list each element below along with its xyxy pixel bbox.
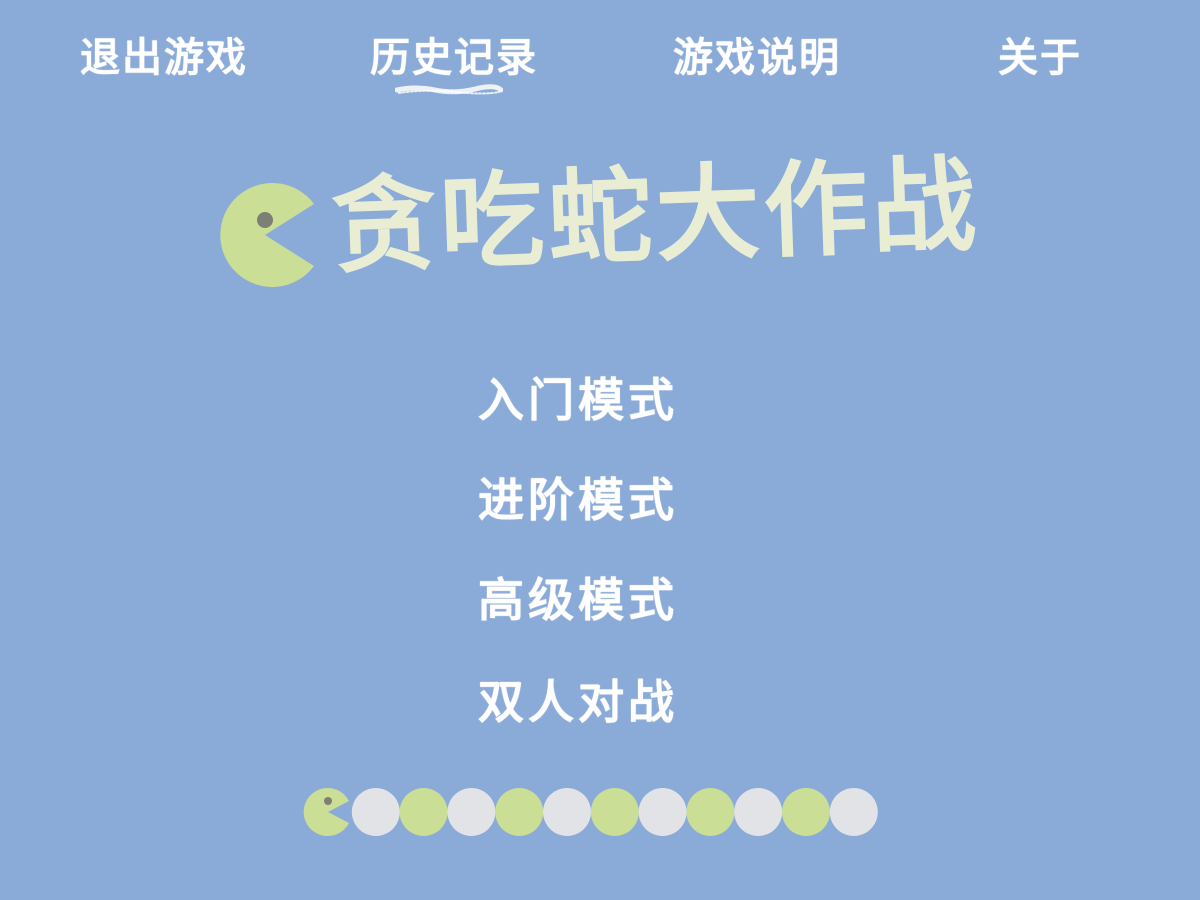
snake-segment [590,788,639,836]
snake-decoration [303,788,878,836]
history-button[interactable]: 历史记录 [370,35,538,81]
snake-segment [734,788,783,836]
snake-segment [638,788,687,836]
advanced-mode-button[interactable]: 进阶模式 [478,473,678,527]
beginner-mode-button[interactable]: 入门模式 [478,373,678,427]
top-menu: 退出游戏 历史记录 游戏说明 关于 [0,30,1200,90]
snake-segment [782,788,830,836]
snake-segment [495,788,544,836]
snake-segment [351,788,400,836]
pacman-icon [220,183,314,287]
about-button[interactable]: 关于 [998,35,1082,81]
exit-game-button[interactable]: 退出游戏 [80,35,248,81]
snake-segment [543,788,591,836]
title-row: 贪吃蛇大作战 [210,143,1030,300]
snake-segment [686,788,735,836]
game-help-button[interactable]: 游戏说明 [673,35,841,81]
expert-mode-button[interactable]: 高级模式 [478,573,678,627]
snake-segment [447,788,496,836]
chalk-underline-decoration [395,84,503,95]
snake-segment [829,788,878,836]
two-player-battle-button[interactable]: 双人对战 [478,675,678,729]
game-title: 贪吃蛇大作战 [329,143,982,288]
snake-head-icon [303,788,349,836]
snake-segment [399,788,448,836]
